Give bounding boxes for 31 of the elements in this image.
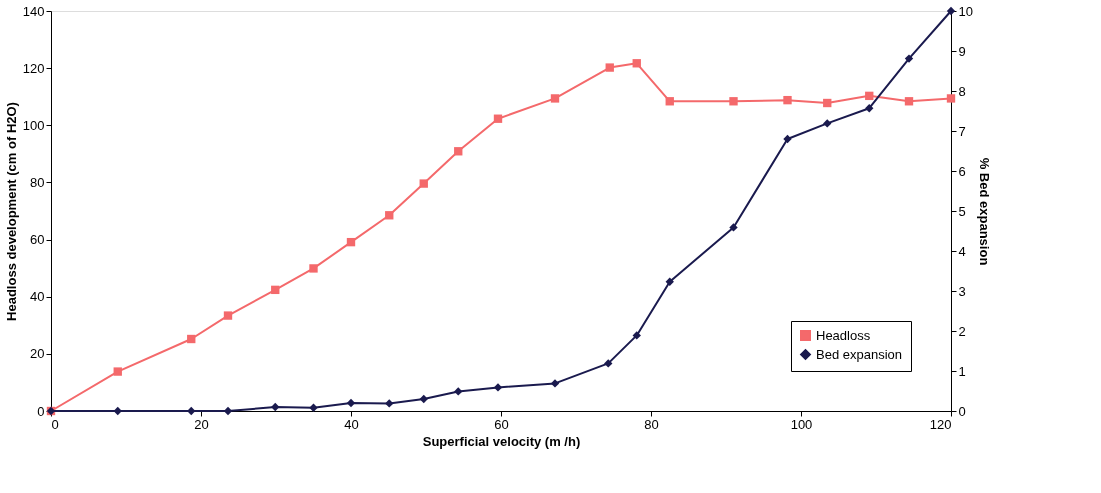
y2-tick-label: 10	[958, 3, 973, 19]
x-tick-label: 20	[194, 416, 209, 432]
x-tick-label: 80	[644, 416, 659, 432]
y-tick-label: 80	[30, 174, 45, 190]
legend-label: Headloss	[816, 327, 871, 343]
y2-tick-label: 8	[958, 83, 966, 99]
x-tick-label: 60	[494, 416, 509, 432]
y-tick-label: 100	[22, 117, 45, 133]
y2-tick-label: 2	[958, 323, 966, 339]
x-tick-label: 0	[51, 416, 59, 432]
y2-tick-label: 5	[958, 203, 966, 219]
x-tick-label: 120	[929, 416, 952, 432]
y2-tick-label: 9	[958, 43, 966, 59]
y-axis-title: Headloss development (cm of H2O)	[3, 102, 19, 321]
y2-tick-label: 7	[958, 123, 966, 139]
y-tick-label: 60	[30, 232, 45, 248]
y2-tick-label: 4	[958, 243, 966, 259]
legend-label: Bed expansion	[816, 346, 903, 362]
x-tick-label: 100	[790, 416, 813, 432]
y2-tick-label: 1	[958, 363, 966, 379]
y2-tick-label: 3	[958, 283, 966, 299]
x-axis-title: Superficial velocity (m /h)	[422, 433, 581, 449]
y-tick-label: 140	[22, 3, 45, 19]
y2-axis-title: % Bed expansion	[976, 157, 992, 266]
x-tick-label: 40	[344, 416, 359, 432]
y2-tick-label: 6	[958, 163, 966, 179]
y-tick-label: 0	[37, 403, 45, 419]
y2-tick-label: 0	[958, 403, 966, 419]
y-tick-label: 40	[30, 289, 45, 305]
y-tick-label: 20	[30, 346, 45, 362]
y-tick-label: 120	[22, 60, 45, 76]
